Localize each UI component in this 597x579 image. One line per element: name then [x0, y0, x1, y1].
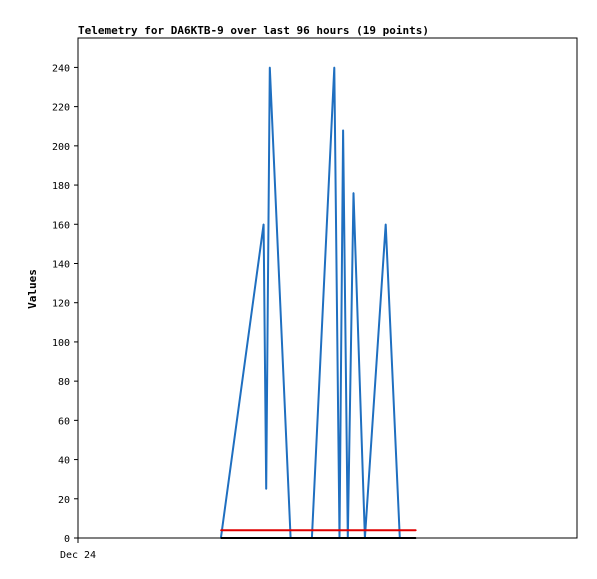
y-tick-label: 240: [52, 63, 70, 74]
data-point: [415, 529, 417, 531]
data-point: [415, 537, 417, 539]
y-tick-label: 140: [52, 259, 70, 270]
data-point: [384, 223, 387, 226]
y-tick-label: 20: [58, 495, 70, 506]
data-point: [333, 66, 336, 69]
x-axis: Dec 24: [60, 538, 96, 561]
y-tick-label: 0: [64, 534, 70, 545]
data-point: [269, 66, 271, 69]
data-point: [262, 223, 265, 226]
y-axis: 0 20 40 60 80 100 120 140 160 180 200 220 240: [52, 63, 78, 545]
series-line-1: [219, 67, 401, 539]
x-tick-label: Dec 24: [60, 550, 96, 561]
data-point: [342, 129, 344, 131]
plot-area: [77, 37, 578, 539]
data-point: [352, 192, 355, 194]
y-tick-label: 160: [52, 220, 70, 231]
series-layer: [219, 66, 417, 539]
y-tick-label: 40: [58, 456, 70, 467]
chart-title: Telemetry for DA6KTB-9 over last 96 hour…: [78, 24, 429, 37]
data-point: [220, 529, 222, 531]
y-tick-label: 80: [58, 377, 70, 388]
data-point: [220, 537, 222, 539]
y-axis-label: Values: [26, 269, 39, 309]
y-tick-label: 200: [52, 142, 70, 153]
y-tick-label: 220: [52, 103, 70, 114]
y-tick-label: 180: [52, 181, 70, 192]
y-tick-label: 120: [52, 299, 70, 310]
y-tick-label: 100: [52, 338, 70, 349]
data-point: [265, 488, 267, 490]
y-tick-label: 60: [58, 416, 70, 427]
